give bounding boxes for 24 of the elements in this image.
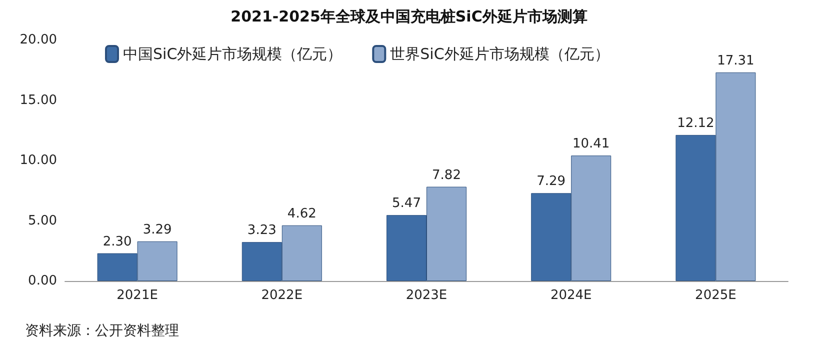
chart-title: 2021-2025年全球及中国充电桩SiC外延片市场测算 — [230, 8, 588, 26]
data-label: 12.12 — [677, 116, 714, 131]
x-tick-label: 2022E — [261, 288, 303, 303]
x-tick-label: 2021E — [116, 288, 158, 303]
y-tick-label: 0.00 — [28, 274, 57, 288]
y-tick-label: 5.00 — [28, 213, 57, 228]
data-label: 10.41 — [572, 136, 610, 152]
legend-label: 中国SiC外延片市场规模（亿元） — [123, 45, 342, 63]
data-label: 3.23 — [247, 223, 276, 238]
data-label: 5.47 — [392, 196, 421, 212]
y-tick-label: 10.00 — [20, 153, 57, 168]
data-label: 4.62 — [287, 206, 316, 222]
data-label: 7.29 — [536, 174, 566, 190]
data-label: 3.29 — [142, 222, 172, 238]
x-tick-label: 2023E — [406, 288, 448, 303]
data-label: 7.82 — [432, 168, 461, 183]
y-tick-label: 20.00 — [20, 32, 57, 48]
x-tick-label: 2024E — [550, 288, 592, 303]
x-tick-label: 2025E — [695, 288, 736, 303]
data-label: 2.30 — [102, 234, 132, 250]
text: 资料来源：公开资料整理 — [25, 323, 179, 339]
legend-label: 世界SiC外延片市场规模（亿元） — [390, 45, 610, 63]
data-label: 17.31 — [717, 53, 754, 68]
y-tick-label: 15.00 — [20, 92, 57, 108]
